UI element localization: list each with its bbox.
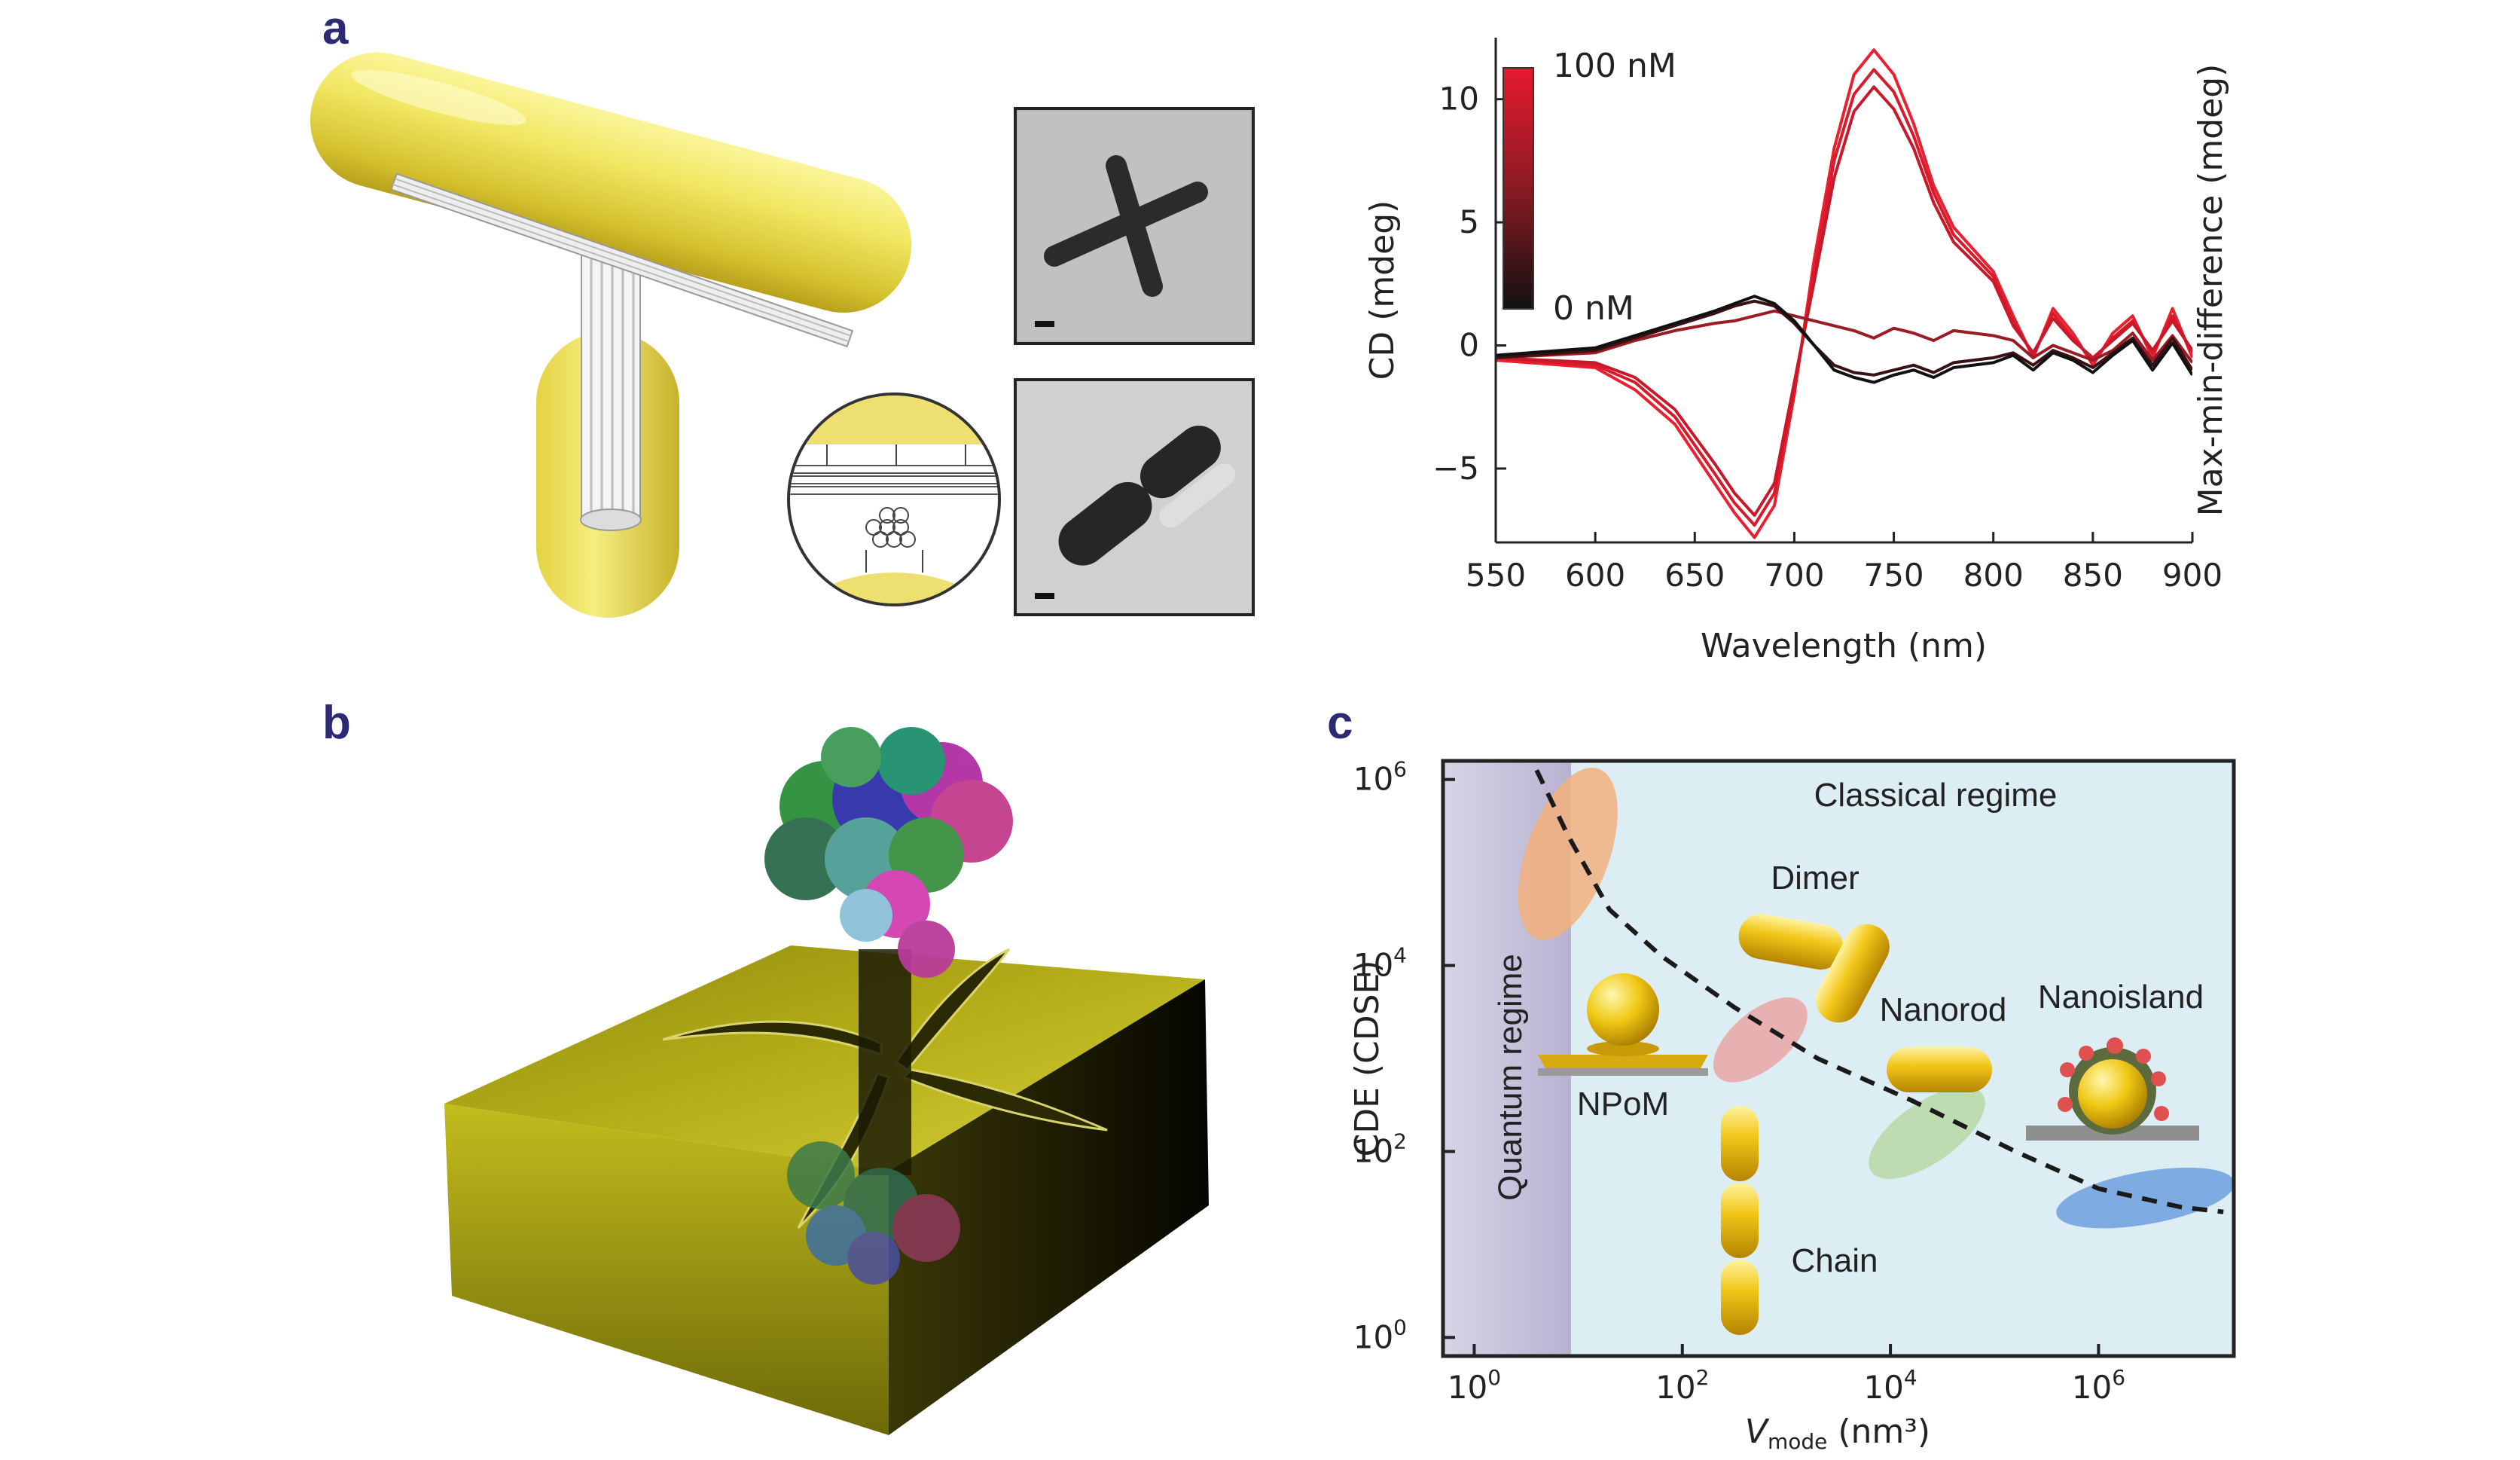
nanorod-icon [1887, 1047, 1992, 1092]
cde-chart-frame [1441, 759, 2236, 1358]
gold-nanorod-crossed-illustration [310, 52, 1001, 618]
nanoisland-label: Nanoisland [2038, 979, 2204, 1016]
cd-series-line [1496, 299, 2192, 377]
cd-series-line [1496, 85, 2192, 517]
colorbar-max-label: 100 nM [1553, 47, 1676, 85]
cd-y-tick-label: 0 [1459, 327, 1479, 364]
cde-x-tick-label: 102 [1655, 1365, 1709, 1406]
cde-x-tick-label: 106 [2072, 1365, 2125, 1406]
cde-y-tick-label: 106 [1353, 757, 1407, 798]
cd-y-tick-label: 10 [1439, 81, 1479, 118]
cd-x-tick-label: 700 [1764, 557, 1824, 594]
cde-y-axis-label: CDE (CDSE) [1348, 960, 1387, 1156]
cd-series-line [1496, 309, 2192, 364]
regime-ellipses [1518, 768, 2234, 1229]
scale-bar [1035, 593, 1054, 599]
quantum-regime-label: Quantum regime [1492, 954, 1529, 1201]
cd-axis-ticks: 550 600 650 700 750 800 850 900 −5 0 5 10 [1432, 81, 2223, 594]
tem-image-dna-cross [1014, 107, 1255, 345]
cde-x-tick-label: 100 [1448, 1365, 1501, 1406]
cde-y-tick-label: 102 [1353, 1129, 1407, 1169]
cde-y-tick-label: 104 [1353, 943, 1407, 984]
horizontal-nanorod [310, 52, 912, 313]
cde-vs-vmode-chart: 100 102 104 106 100 102 104 106 [1348, 757, 2236, 1454]
cd-x-tick-label: 900 [2162, 557, 2223, 594]
chain-label: Chain [1792, 1242, 1878, 1279]
cde-trend-dashed-line [1534, 769, 2224, 1214]
cd-y-axis-label: CD (mdeg) [1363, 200, 1402, 380]
nanorod-label: Nanorod [1880, 991, 2007, 1028]
dimer-icon [1738, 914, 1890, 1023]
npom-label: NPoM [1577, 1086, 1669, 1122]
cd-spectrum-chart: 550 600 650 700 750 800 850 900 −5 0 5 10 100 nM 0 … [1363, 38, 2230, 665]
cd-x-tick-label: 750 [1863, 557, 1924, 594]
cd-right-axis-label: Max-min-difference (mdeg) [2192, 64, 2230, 517]
regime-ellipse [1713, 997, 1808, 1083]
cde-axis-ticks: 100 102 104 106 100 102 104 106 [1353, 757, 2125, 1406]
npom-icon [1538, 973, 1708, 1076]
tem-image-rod-dimer [1014, 378, 1255, 616]
panel-letter-b: b [322, 697, 351, 749]
dna-horizontal-strands [390, 173, 854, 348]
cd-x-tick-label: 850 [2063, 557, 2123, 594]
concentration-colorbar [1503, 67, 1534, 310]
chain-icon [1721, 1106, 1759, 1335]
cde-x-axis-label: Vmode (nm³) [1745, 1413, 1930, 1454]
protein-structure-lower [787, 1141, 960, 1284]
cd-y-tick-label: 5 [1459, 203, 1479, 240]
gold-slab-top [444, 945, 1205, 1171]
classical-regime-label: Classical regime [1814, 777, 2058, 814]
panel-letter-c: c [1327, 697, 1353, 749]
cd-series-lines [1496, 48, 2192, 539]
dimer-label: Dimer [1771, 860, 1859, 896]
protein-on-gold-slab-illustration [444, 727, 1209, 1435]
regime-ellipse [1869, 1086, 1985, 1179]
cde-y-tick-label: 100 [1353, 1315, 1407, 1355]
panel-letter-a: a [322, 2, 349, 54]
gold-slab-side [889, 979, 1209, 1435]
linker-zoom-inset [787, 392, 1001, 606]
cd-x-tick-label: 650 [1664, 557, 1725, 594]
cd-x-axis-label: Wavelength (nm) [1701, 627, 1987, 665]
gold-slab-front [444, 1104, 889, 1435]
cd-series-line [1496, 295, 2192, 384]
cd-y-tick-label: −5 [1432, 450, 1479, 487]
cd-x-tick-label: 600 [1565, 557, 1625, 594]
cd-x-tick-label: 800 [1963, 557, 2024, 594]
regime-ellipse [1518, 768, 1618, 940]
protein-structure-upper [764, 727, 1013, 978]
nanoisland-icon [2026, 1037, 2199, 1141]
scale-bar [1035, 321, 1054, 327]
colorbar-min-label: 0 nM [1553, 289, 1634, 328]
cd-x-tick-label: 550 [1466, 557, 1526, 594]
cde-x-tick-label: 104 [1863, 1365, 1917, 1406]
